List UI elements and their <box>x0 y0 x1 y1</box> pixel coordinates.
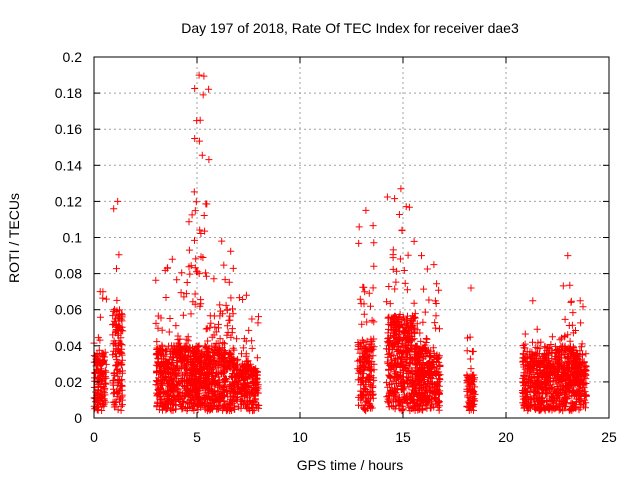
y-tick-label: 0.14 <box>55 157 82 173</box>
x-tick-label: 25 <box>601 429 617 445</box>
y-tick-label: 0.18 <box>55 85 82 101</box>
tick-labels: 0 5 10 15 20 25 0 0.02 0.04 0.06 0.08 0.1 0.12 0.14 0.… <box>55 49 617 445</box>
y-tick-label: 0.02 <box>55 374 82 390</box>
y-tick-label: 0.16 <box>55 121 82 137</box>
x-tick-label: 10 <box>292 429 308 445</box>
y-axis-title: ROTI / TECUs <box>6 193 22 283</box>
chart-title: Day 197 of 2018, Rate Of TEC Index for r… <box>181 20 519 36</box>
y-tick-label: 0.1 <box>63 230 83 246</box>
x-tick-label: 15 <box>395 429 411 445</box>
x-axis-title: GPS time / hours <box>297 457 404 473</box>
x-tick-label: 0 <box>90 429 98 445</box>
y-tick-label: 0.08 <box>55 266 82 282</box>
grid-lines <box>94 57 609 418</box>
y-tick-label: 0.2 <box>63 49 83 65</box>
axis-ticks <box>93 56 610 419</box>
y-tick-label: 0 <box>74 410 82 426</box>
x-tick-label: 5 <box>193 429 201 445</box>
y-tick-label: 0.06 <box>55 302 82 318</box>
y-tick-label: 0.12 <box>55 193 82 209</box>
y-tick-label: 0.04 <box>55 338 82 354</box>
x-tick-label: 20 <box>498 429 514 445</box>
